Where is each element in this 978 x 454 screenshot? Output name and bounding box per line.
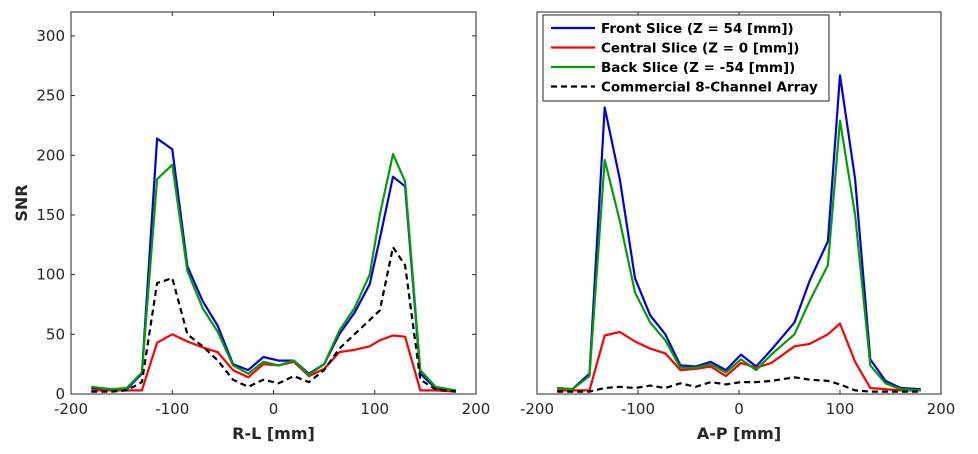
series-line-front bbox=[91, 137, 456, 392]
x-tick-label: 0 bbox=[269, 400, 279, 418]
y-tick-label: 0 bbox=[55, 385, 65, 403]
x-tick-label: 100 bbox=[360, 400, 389, 418]
series-line-back bbox=[557, 119, 921, 392]
legend-box bbox=[542, 14, 830, 102]
y-axis-label: SNR bbox=[12, 184, 31, 221]
x-tick-label: 0 bbox=[734, 400, 744, 418]
series-line-central bbox=[557, 322, 921, 392]
x-tick-label: -100 bbox=[621, 400, 655, 418]
legend-label: Central Slice (Z = 0 [mm]) bbox=[601, 41, 799, 57]
y-tick-label: 250 bbox=[36, 87, 65, 105]
x-axis-label: A-P [mm] bbox=[697, 424, 781, 443]
y-tick-label: 50 bbox=[46, 325, 65, 343]
x-axis-label: R-L [mm] bbox=[232, 424, 315, 443]
panel-right-ap: -200 -100 0 100 200 A-P [mm] Front Slice (Z = … bbox=[520, 11, 956, 443]
series-line-front bbox=[557, 74, 921, 391]
x-tick-label: -200 bbox=[54, 400, 88, 418]
legend-label: Front Slice (Z = 54 [mm]) bbox=[601, 21, 794, 37]
y-tick-label: 300 bbox=[36, 27, 65, 45]
y-tick-label: 150 bbox=[36, 206, 65, 224]
series-line-back bbox=[91, 153, 456, 392]
x-tick-label: -200 bbox=[520, 400, 554, 418]
x-tick-label: 200 bbox=[462, 400, 491, 418]
series-line-commercial bbox=[91, 246, 456, 393]
series-line-commercial bbox=[557, 376, 921, 393]
x-tick-label: 100 bbox=[826, 400, 855, 418]
x-tick-label: -100 bbox=[155, 400, 189, 418]
panel-left-rl: -200 -100 0 100 200 0 50 100 150 200 250 300 R-L [mm… bbox=[12, 11, 491, 443]
y-tick-label: 200 bbox=[36, 146, 65, 164]
legend-label: Commercial 8-Channel Array bbox=[601, 80, 818, 96]
x-tick-label: 200 bbox=[927, 400, 956, 418]
legend: Front Slice (Z = 54 [mm]) Central Slice (… bbox=[542, 14, 830, 102]
legend-label: Back Slice (Z = -54 [mm]) bbox=[601, 60, 795, 76]
y-tick-label: 100 bbox=[36, 266, 65, 284]
